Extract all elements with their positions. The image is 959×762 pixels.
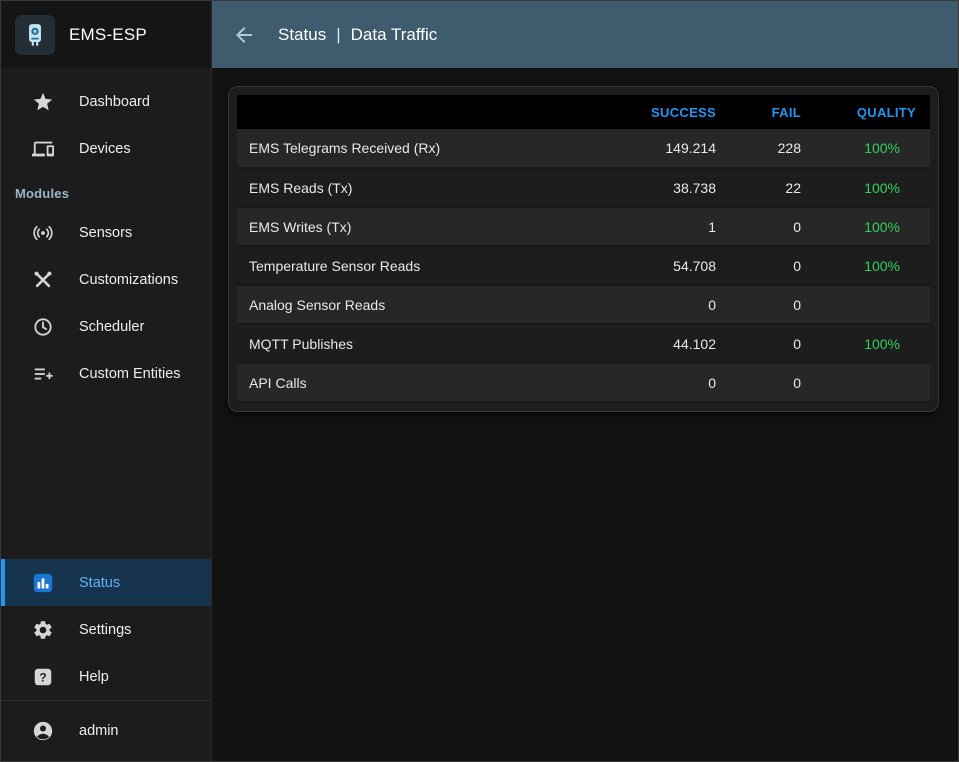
metric-fail: 0 [730,324,815,364]
main-content: SUCCESS FAIL QUALITY EMS Telegrams Recei… [212,68,958,761]
metric-name: MQTT Publishes [237,324,615,364]
metric-quality: 100% [815,129,930,169]
sidebar-divider [1,700,211,701]
metric-name: EMS Writes (Tx) [237,207,615,247]
metric-fail: 0 [730,207,815,247]
sidebar-item-label: Customizations [79,271,179,288]
column-header-success: SUCCESS [651,104,716,120]
metric-quality: 100% [815,207,930,247]
metric-success: 149.214 [615,129,730,169]
sidebar-spacer [1,397,211,559]
metric-fail: 228 [730,129,815,169]
metric-fail: 0 [730,246,815,286]
sidebar-item-customizations[interactable]: Customizations [1,256,211,303]
metric-fail: 0 [730,285,815,325]
column-header-name [237,95,615,129]
metric-success: 38.738 [615,168,730,208]
sidebar-item-label: Scheduler [79,318,145,335]
metric-quality: 100% [815,324,930,364]
ems-esp-logo-icon [15,14,55,55]
sidebar-item-label: Devices [79,140,131,157]
sidebar-item-label: Settings [79,621,132,638]
breadcrumb-separator: | [336,24,341,44]
metric-name: Analog Sensor Reads [237,285,615,325]
top-bar: EMS-ESP Status | Data Traffic [1,1,958,68]
sidebar-item-scheduler[interactable]: Scheduler [1,303,211,350]
app-bar: Status | Data Traffic [212,1,958,68]
table-row: EMS Writes (Tx) 1 0 100% [237,207,930,247]
table-row: MQTT Publishes 44.102 0 100% [237,324,930,364]
data-traffic-table: SUCCESS FAIL QUALITY EMS Telegrams Recei… [237,95,930,403]
tools-icon [31,268,55,292]
metric-success: 0 [615,363,730,403]
metric-name: EMS Reads (Tx) [237,168,615,208]
page-title: Status | Data Traffic [278,25,437,45]
metric-quality [815,363,930,403]
sidebar-item-settings[interactable]: Settings [1,606,211,653]
metric-quality: 100% [815,168,930,208]
table-row: Temperature Sensor Reads 54.708 0 100% [237,246,930,286]
back-button[interactable] [226,17,262,53]
sidebar-item-label: Custom Entities [79,365,181,382]
star-icon [31,90,55,114]
data-traffic-card: SUCCESS FAIL QUALITY EMS Telegrams Recei… [228,86,939,412]
boiler-device-icon [29,23,41,46]
brand-area: EMS-ESP [1,1,212,68]
sidebar-item-help[interactable]: ? Help [1,653,211,700]
breadcrumb-page: Data Traffic [350,24,438,44]
sidebar-item-label: Sensors [79,224,133,241]
metric-fail: 22 [730,168,815,208]
devices-icon [31,137,55,161]
sidebar-item-sensors[interactable]: Sensors [1,209,211,256]
gear-icon [31,618,55,642]
sidebar-item-admin[interactable]: admin [1,701,211,761]
breadcrumb-section: Status [278,24,327,44]
table-row: API Calls 0 0 [237,363,930,403]
arrow-left-icon [236,26,252,43]
sidebar-item-custom-entities[interactable]: Custom Entities [1,350,211,397]
sensors-icon [31,221,55,245]
app-title: EMS-ESP [69,24,147,44]
sidebar-item-devices[interactable]: Devices [1,125,211,172]
account-circle-icon [31,719,55,743]
metric-success: 54.708 [615,246,730,286]
metric-name: API Calls [237,363,615,403]
metric-fail: 0 [730,363,815,403]
metric-name: Temperature Sensor Reads [237,246,615,286]
sidebar-item-label: admin [79,723,119,739]
sidebar-item-label: Dashboard [79,93,150,110]
sidebar-item-label: Help [79,668,109,685]
sidebar: Dashboard Devices Modules [1,68,212,761]
metric-success: 1 [615,207,730,247]
playlist-add-icon [31,362,55,386]
help-icon: ? [31,665,55,689]
metric-name: EMS Telegrams Received (Rx) [237,129,615,169]
clock-icon [31,315,55,339]
table-header-row: SUCCESS FAIL QUALITY [237,95,930,129]
metric-quality: 100% [815,246,930,286]
table-row: EMS Telegrams Received (Rx) 149.214 228 … [237,129,930,169]
column-header-quality: QUALITY [856,104,916,120]
metric-success: 0 [615,285,730,325]
table-row: EMS Reads (Tx) 38.738 22 100% [237,168,930,208]
sidebar-item-label: Status [79,574,121,591]
metric-quality [815,285,930,325]
sidebar-item-dashboard[interactable]: Dashboard [1,78,211,125]
table-row: Analog Sensor Reads 0 0 [237,285,930,325]
content-area: Dashboard Devices Modules [1,68,958,761]
svg-text:?: ? [39,670,46,684]
column-header-fail: FAIL [771,104,801,120]
metric-success: 44.102 [615,324,730,364]
bar-chart-icon [31,571,55,595]
sidebar-modules-heading: Modules [15,186,70,201]
sidebar-item-status[interactable]: Status [1,559,211,606]
